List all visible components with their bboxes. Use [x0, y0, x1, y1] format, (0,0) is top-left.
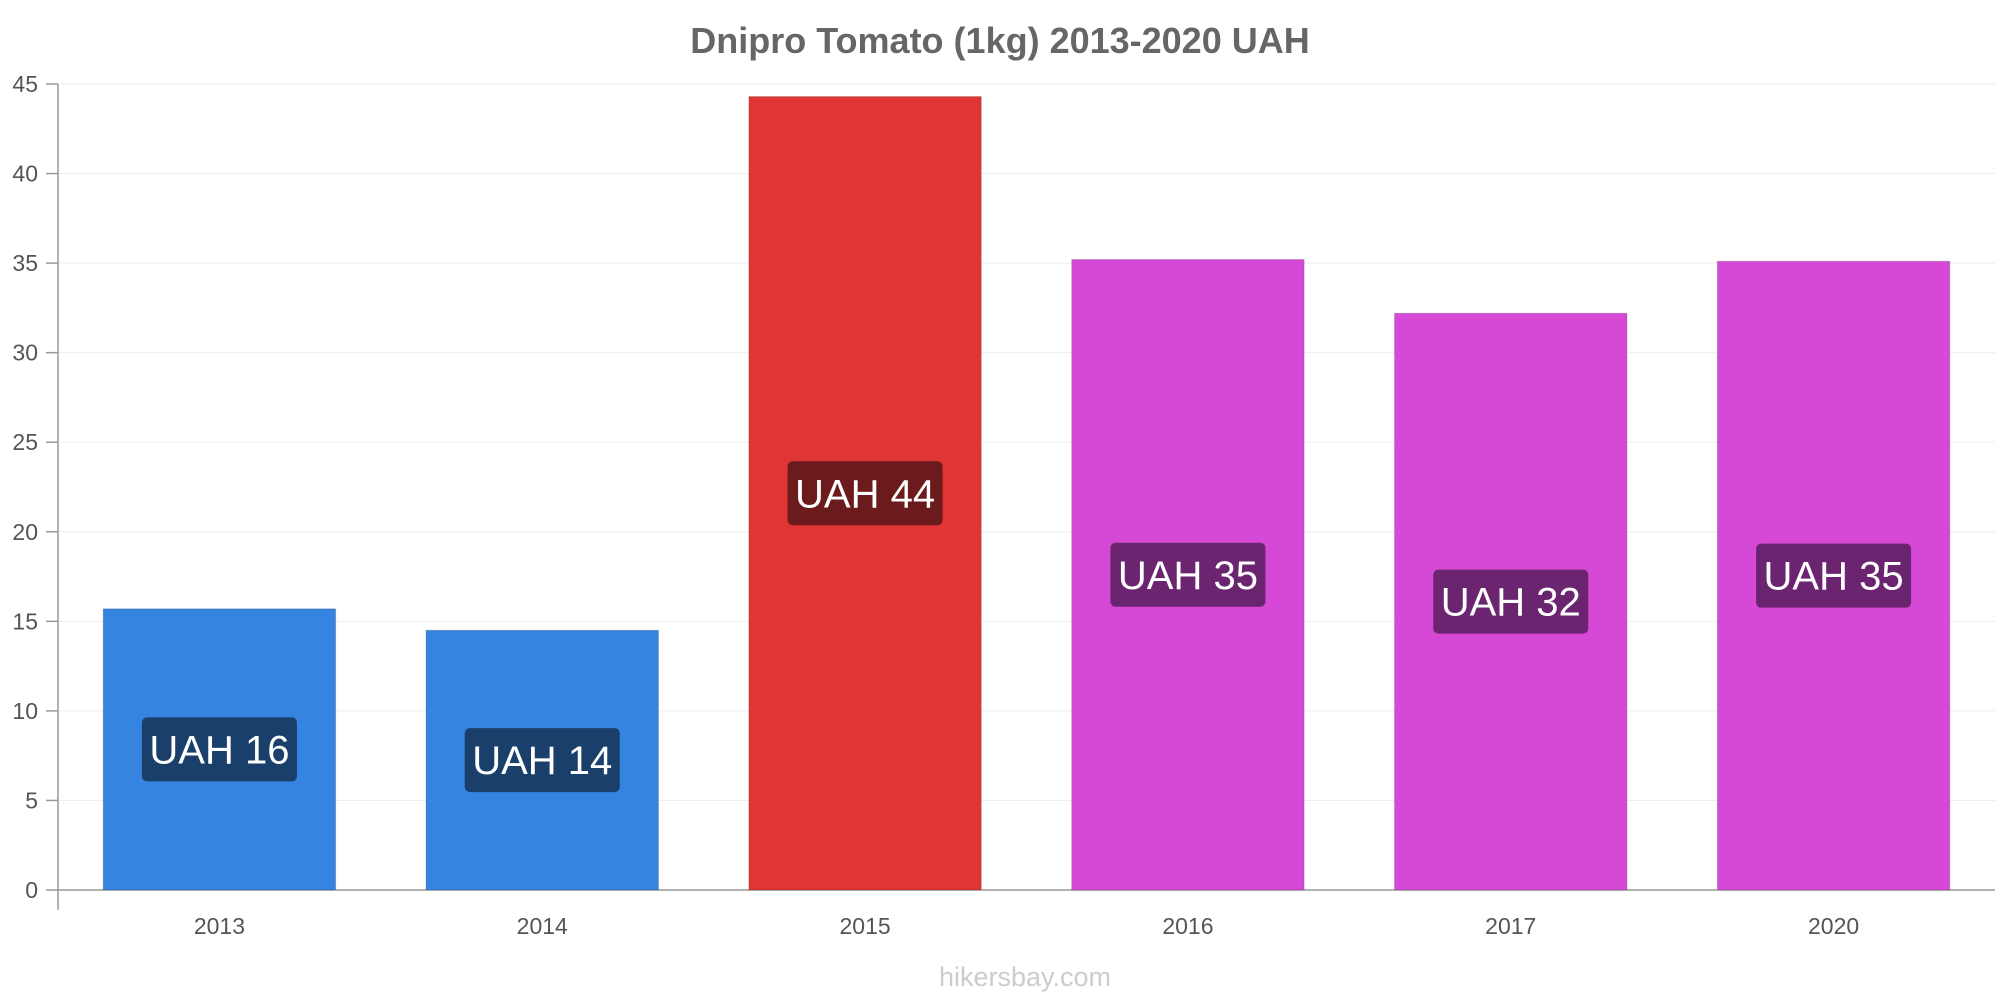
axis-layer: 0 5 10 15 20 25 30 35 40 45 2013 2014 2015 2016 2017 20… — [12, 71, 1995, 939]
grid-layer — [58, 83, 1995, 801]
y-tick-label-45: 45 — [12, 71, 38, 97]
data-label-layer: UAH 16 UAH 14 UAH 44 UAH 35 UAH 32 UAH 35 — [141, 461, 1912, 793]
data-label-2020: UAH 35 — [1764, 555, 1904, 599]
data-label-box-2015 — [787, 461, 943, 526]
y-tick-label-25: 25 — [12, 429, 38, 455]
data-label-2014: UAH 14 — [472, 739, 612, 783]
data-label-2013: UAH 16 — [149, 728, 289, 772]
data-label-2016: UAH 35 — [1118, 554, 1258, 598]
data-label-box-2017 — [1433, 569, 1589, 634]
y-tick-label-40: 40 — [12, 161, 38, 187]
x-tick-label-2015: 2015 — [839, 913, 890, 939]
footer-source[interactable]: hikersbay.com — [939, 962, 1111, 992]
x-tick-label-2020: 2020 — [1808, 913, 1859, 939]
x-tick-label-2013: 2013 — [194, 913, 245, 939]
x-tick-label-2016: 2016 — [1162, 913, 1213, 939]
y-tick-label-30: 30 — [12, 340, 38, 366]
data-label-2015: UAH 44 — [795, 472, 935, 516]
data-label-box-2016 — [1110, 542, 1266, 607]
data-label-box-2020 — [1756, 543, 1912, 608]
bar-layer — [102, 96, 1951, 891]
y-tick-label-10: 10 — [12, 698, 38, 724]
x-tick-label-2014: 2014 — [517, 913, 568, 939]
data-label-box-2013 — [141, 717, 297, 782]
y-tick-label-5: 5 — [25, 787, 38, 813]
y-tick-label-15: 15 — [12, 608, 38, 634]
y-tick-label-35: 35 — [12, 250, 38, 276]
data-label-box-2014 — [464, 728, 620, 793]
y-tick-label-20: 20 — [12, 519, 38, 545]
y-tick-label-0: 0 — [25, 877, 38, 903]
chart-title: Dnipro Tomato (1kg) 2013-2020 UAH — [690, 20, 1309, 61]
data-label-2017: UAH 32 — [1441, 581, 1581, 625]
x-tick-label-2017: 2017 — [1485, 913, 1536, 939]
